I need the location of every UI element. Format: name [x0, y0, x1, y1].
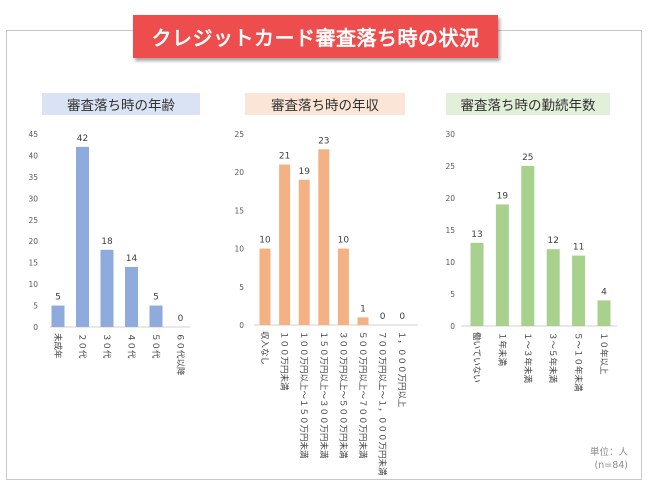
- y-tick-label: 10: [28, 280, 38, 289]
- bar: [125, 266, 138, 327]
- unit-note: 単位：人 (n=84): [590, 446, 628, 472]
- y-tick-label: 5: [239, 283, 244, 292]
- data-label: 14: [126, 254, 138, 264]
- category-label: １〜３年未満: [522, 332, 533, 384]
- category-label: １００万円以上〜１５０万円未満: [298, 331, 309, 459]
- bar: [259, 248, 271, 325]
- y-tick-label: 25: [28, 216, 38, 225]
- category-label: 収入なし: [259, 331, 270, 365]
- data-label: 5: [153, 293, 159, 303]
- y-tick-label: 20: [28, 237, 38, 246]
- y-tick-label: 15: [234, 206, 244, 215]
- y-tick-label: 45: [28, 130, 38, 139]
- bar: [597, 300, 611, 326]
- data-label: 13: [471, 230, 482, 240]
- y-tick-label: 10: [445, 258, 455, 267]
- data-label: 18: [101, 237, 113, 247]
- y-tick-label: 10: [234, 245, 244, 254]
- y-tick-label: 0: [450, 322, 455, 331]
- y-tick-label: 30: [445, 130, 455, 139]
- y-tick-label: 40: [28, 151, 38, 160]
- y-tick-label: 5: [33, 302, 38, 311]
- category-label: ２０代: [77, 333, 88, 359]
- category-label: ５〜１０年未満: [573, 332, 584, 392]
- data-label: 11: [573, 243, 584, 253]
- category-label: ４０代: [126, 333, 137, 359]
- data-label: 21: [279, 152, 290, 162]
- bar: [51, 305, 65, 327]
- data-label: 19: [298, 167, 310, 177]
- chart-title-tenure: 審査落ち時の勤続年数: [446, 93, 610, 115]
- category-label: ５０代: [150, 333, 161, 359]
- data-label: 25: [522, 153, 533, 163]
- y-tick-label: 0: [239, 321, 244, 330]
- chart-title-age: 審査落ち時の年齢: [42, 93, 200, 115]
- category-label: １年未満: [496, 332, 507, 367]
- category-label: ３〜５年未満: [547, 332, 558, 384]
- bar: [357, 317, 369, 325]
- bar: [149, 305, 163, 327]
- data-label: 42: [77, 134, 88, 144]
- bar: [337, 248, 349, 325]
- y-tick-label: 30: [28, 194, 38, 203]
- data-label: 5: [55, 293, 61, 303]
- category-label: ３００万円以上〜５００万円未満: [337, 331, 348, 459]
- category-label: ７００万円以上〜１，０００万円未満: [377, 331, 388, 476]
- category-label: ３０代: [101, 333, 112, 359]
- data-label: 12: [547, 236, 558, 246]
- category-label: 働いていない: [471, 332, 482, 383]
- category-label: ５００万円以上〜７００万円未満: [357, 331, 368, 459]
- bar: [279, 164, 291, 325]
- y-tick-label: 15: [445, 226, 455, 235]
- y-tick-label: 5: [450, 290, 455, 299]
- bar: [521, 166, 535, 326]
- y-tick-label: 25: [445, 162, 455, 171]
- bar: [318, 149, 330, 325]
- data-label: 0: [380, 312, 386, 322]
- y-tick-label: 15: [28, 259, 38, 268]
- category-label: 未成年: [52, 333, 63, 359]
- category-label: １，０００万円以上: [396, 331, 406, 408]
- data-label: 10: [259, 236, 271, 246]
- bar: [100, 249, 114, 327]
- data-label: 23: [318, 136, 329, 146]
- category-label: １０年以上: [598, 332, 609, 375]
- page-title: クレジットカード審査落ち時の状況: [133, 15, 498, 58]
- category-label: ６０代以降: [175, 333, 186, 376]
- bar: [298, 179, 310, 325]
- data-label: 0: [178, 314, 184, 324]
- bar: [495, 204, 509, 326]
- bar: [546, 249, 560, 326]
- data-label: 10: [338, 236, 350, 246]
- data-label: 0: [399, 312, 405, 322]
- data-label: 1: [360, 304, 366, 314]
- unit-label: 単位：人: [589, 447, 628, 458]
- y-tick-label: 20: [234, 168, 244, 177]
- y-tick-label: 35: [28, 173, 38, 182]
- bar: [572, 255, 586, 326]
- y-tick-label: 0: [33, 323, 38, 332]
- data-label: 19: [497, 191, 509, 201]
- chart-title-income: 審査落ち時の年収: [245, 93, 405, 115]
- data-label: 4: [601, 287, 607, 297]
- bar: [470, 242, 484, 326]
- sample-size: (n=84): [594, 460, 628, 471]
- y-tick-label: 25: [234, 130, 244, 139]
- category-label: １５０万円以上〜３００万円未満: [318, 331, 329, 459]
- bar: [76, 146, 89, 327]
- y-tick-label: 20: [445, 194, 455, 203]
- category-label: １００万円未満: [279, 331, 290, 391]
